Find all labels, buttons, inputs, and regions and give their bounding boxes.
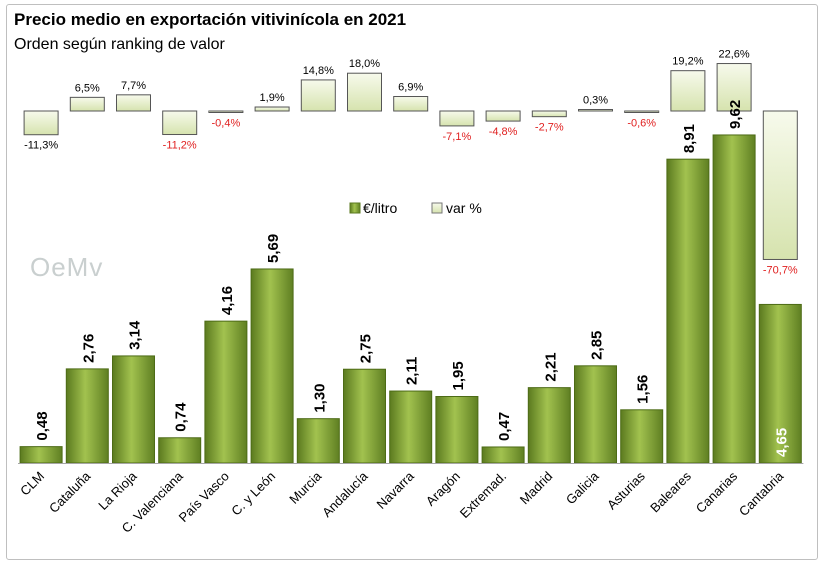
var-value-label: -11,3%: [24, 140, 58, 152]
var-bar: [716, 63, 752, 112]
price-value-label: 5,69: [265, 234, 282, 263]
var-value-label: 19,2%: [672, 56, 703, 68]
var-bar: [670, 70, 706, 112]
var-bar: [439, 110, 475, 127]
price-bar: [65, 368, 109, 464]
price-bar: [250, 268, 294, 464]
var-bar: [162, 110, 198, 136]
price-bar: [19, 446, 63, 464]
price-value-label: 1,95: [450, 361, 467, 390]
price-value-label: 3,14: [127, 320, 144, 350]
category-label: C. y León: [228, 469, 278, 519]
price-value-label: 1,56: [635, 375, 652, 404]
var-bar: [69, 96, 105, 112]
price-value-label: 8,91: [681, 124, 698, 153]
category-label: Asturias: [604, 468, 648, 512]
category-label: Navarra: [374, 468, 418, 512]
category-label: Baleares: [647, 468, 694, 515]
price-bar: [712, 134, 756, 464]
var-bar: [347, 72, 382, 112]
category-label: Galicia: [563, 468, 602, 507]
price-value-label: 0,74: [173, 402, 190, 432]
var-bar: [116, 94, 151, 112]
var-bar: [254, 106, 290, 112]
price-bar: [574, 365, 617, 464]
price-value-label: 2,75: [358, 334, 375, 363]
var-bar: [624, 110, 660, 113]
category-label: CLM: [17, 469, 47, 499]
price-bar: [666, 158, 710, 464]
var-value-label: 18,0%: [349, 58, 380, 70]
category-label: Extremad.: [457, 469, 510, 522]
price-value-label: 9,62: [727, 100, 744, 129]
var-value-label: -7,1%: [443, 131, 472, 143]
price-value-label: 0,48: [34, 411, 51, 440]
price-bar: [296, 418, 340, 464]
price-value-label: 4,16: [219, 286, 236, 315]
price-bar: [527, 387, 571, 464]
price-bar: [758, 303, 802, 464]
var-bar: [578, 109, 613, 112]
legend-swatch-var: [431, 202, 443, 214]
category-label: Murcia: [286, 468, 325, 507]
chart-title: Precio medio en exportación vitivinícola…: [14, 10, 407, 29]
legend-swatch-price: [349, 202, 361, 214]
category-label: País Vasco: [176, 469, 232, 525]
var-value-label: 7,7%: [121, 80, 146, 92]
var-value-label: -0,4%: [212, 118, 241, 130]
price-bar: [389, 390, 433, 464]
var-bar: [485, 110, 521, 122]
category-label: La Rioja: [95, 468, 140, 513]
var-value-label: -2,7%: [535, 122, 564, 134]
price-value-label: 4,65: [773, 428, 790, 457]
price-value-label: 0,47: [496, 412, 513, 441]
price-value-label: 1,30: [311, 383, 328, 412]
price-bar: [112, 355, 155, 464]
legend-label-var: var %: [446, 200, 482, 216]
oemv-logo: OeMv: [30, 252, 104, 282]
price-bar: [204, 320, 248, 464]
legend-label-price: €/litro: [363, 200, 397, 216]
price-bar: [343, 368, 386, 464]
var-bar: [762, 110, 798, 260]
price-value-label: 2,76: [80, 334, 97, 363]
price-bar: [158, 437, 202, 464]
category-label: Cantabria: [736, 468, 787, 519]
price-value-label: 2,11: [404, 357, 421, 385]
category-label: Aragón: [423, 469, 463, 509]
var-bar: [393, 96, 429, 112]
category-label: Madrid: [517, 469, 556, 508]
category-label: Cataluña: [46, 468, 94, 516]
category-label: Andalucía: [319, 468, 371, 520]
category-label: Canarias: [693, 468, 741, 516]
var-bar: [23, 110, 59, 136]
var-value-label: -4,8%: [489, 126, 518, 138]
var-value-label: 1,9%: [260, 92, 285, 104]
var-value-label: -70,7%: [763, 264, 798, 276]
var-bar: [531, 110, 567, 118]
var-bar: [208, 110, 244, 113]
var-value-label: 0,3%: [583, 95, 608, 107]
price-value-label: 2,85: [589, 331, 606, 360]
var-value-label: 6,9%: [398, 82, 423, 94]
var-value-label: -0,6%: [627, 118, 656, 130]
var-value-label: -11,2%: [163, 140, 197, 152]
chart-subtitle: Orden según ranking de valor: [14, 36, 225, 53]
price-bar: [435, 396, 479, 464]
var-value-label: 22,6%: [718, 49, 749, 61]
var-value-label: 6,5%: [75, 82, 100, 94]
price-value-label: 2,21: [542, 352, 559, 381]
price-bar: [481, 446, 525, 464]
var-value-label: 14,8%: [303, 65, 334, 77]
var-bar: [300, 79, 336, 112]
price-bar: [620, 409, 664, 464]
chart-frame: [6, 4, 818, 560]
